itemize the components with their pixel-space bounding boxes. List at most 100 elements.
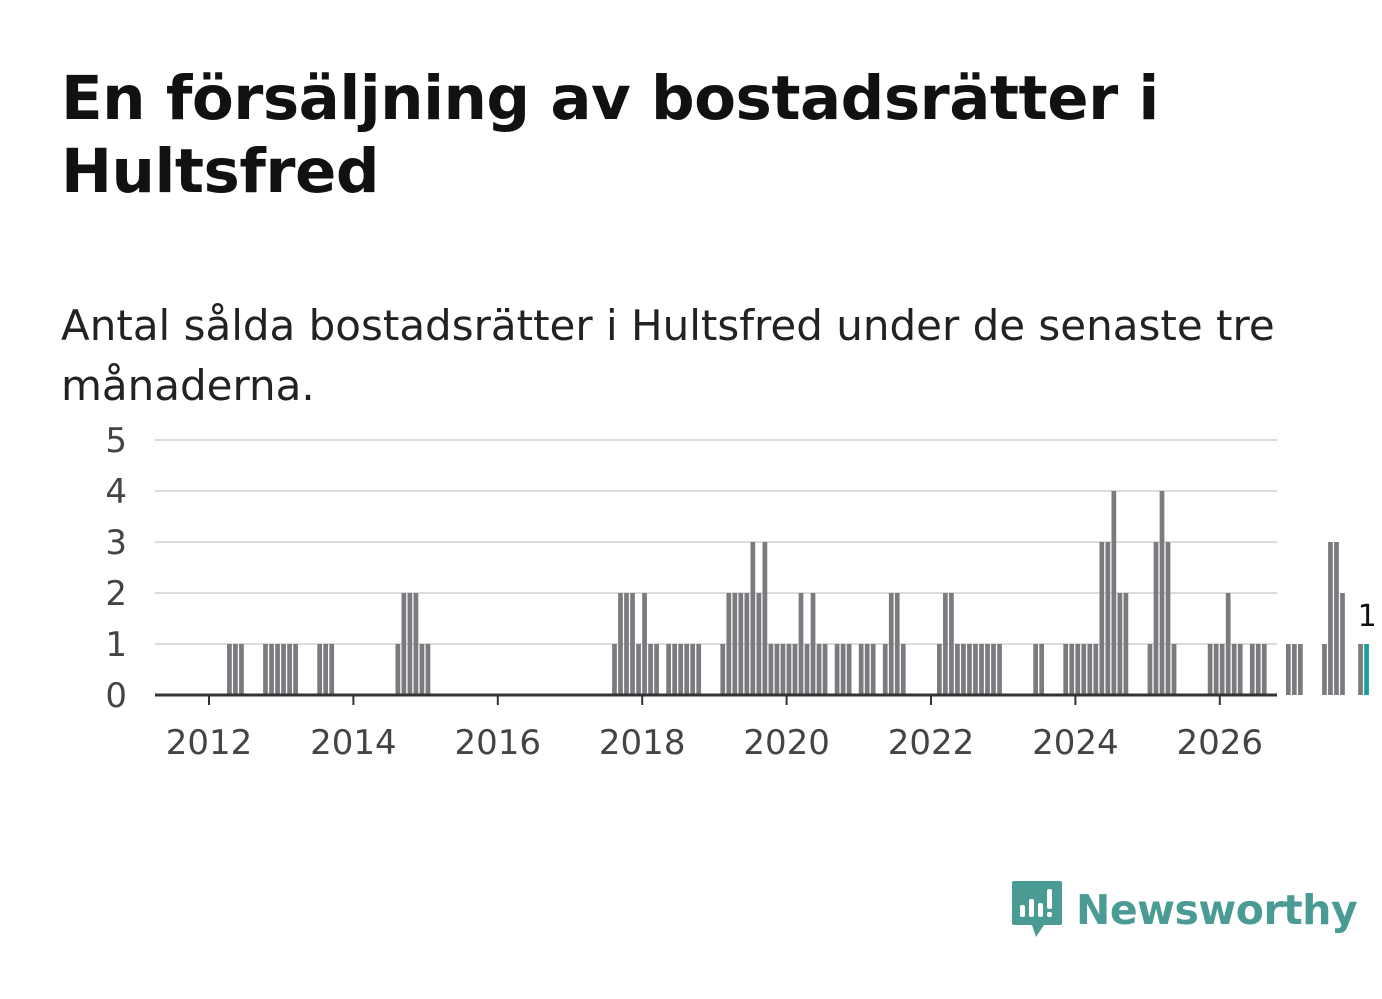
bar [1322, 644, 1327, 695]
chart-title: En försäljning av bostadsrätter i Hultsf… [61, 63, 1159, 207]
bar [1231, 644, 1237, 695]
bar [804, 644, 810, 695]
bar [1075, 644, 1081, 695]
bar [949, 593, 954, 695]
bar [774, 644, 780, 695]
bar [888, 593, 894, 695]
bar [630, 593, 635, 695]
x-tick-label: 2016 [455, 723, 542, 763]
bar [642, 593, 647, 695]
bar [317, 644, 323, 695]
bar [624, 593, 629, 695]
bar [1117, 593, 1123, 695]
bar [287, 644, 292, 695]
y-tick-label: 1 [105, 625, 127, 665]
bar [1063, 644, 1069, 695]
x-tick-label: 2012 [166, 723, 253, 763]
bar [425, 644, 431, 695]
bar [227, 644, 232, 695]
bar [612, 644, 617, 695]
newsworthy-logo: Newsworthy [1010, 878, 1358, 942]
bar [1171, 644, 1177, 695]
bar [810, 593, 816, 695]
bar [1340, 593, 1345, 695]
bar [1147, 644, 1153, 695]
bar [955, 644, 960, 695]
bar [870, 644, 876, 695]
bar [894, 593, 900, 695]
bar [732, 593, 738, 695]
bar [1237, 644, 1243, 695]
bar [1039, 644, 1045, 695]
bar [666, 644, 671, 695]
bar [1261, 644, 1267, 695]
bar [293, 644, 298, 695]
bar [768, 644, 774, 695]
bar [834, 644, 840, 695]
y-tick-label: 3 [105, 523, 127, 563]
bar [690, 644, 696, 695]
bar [1105, 542, 1111, 695]
bar [1099, 542, 1105, 695]
bar [329, 644, 335, 695]
bar [696, 644, 702, 695]
y-tick-label: 0 [105, 676, 127, 716]
bar [937, 644, 942, 695]
bar [1111, 491, 1117, 695]
bar [654, 644, 659, 695]
bar [636, 644, 641, 695]
bar [798, 593, 804, 695]
bar [973, 644, 978, 695]
y-tick-label: 2 [105, 574, 127, 614]
x-tick-label: 2022 [888, 723, 975, 763]
bar [1069, 644, 1075, 695]
bar [233, 644, 238, 695]
bar [1334, 542, 1339, 695]
x-tick-label: 2018 [599, 723, 686, 763]
bar [1255, 644, 1261, 695]
bar [985, 644, 990, 695]
bar [678, 644, 684, 695]
bar [1207, 644, 1213, 695]
bar [269, 644, 274, 695]
brand-name: Newsworthy [1076, 886, 1358, 934]
bar [239, 644, 244, 695]
bar [275, 644, 280, 695]
bar [846, 644, 852, 695]
bar [997, 644, 1002, 695]
bar [1285, 644, 1291, 695]
bar [726, 593, 732, 695]
bar [882, 644, 888, 695]
bar [618, 593, 623, 695]
bar [1213, 644, 1219, 695]
bar [1033, 644, 1038, 695]
bar [900, 644, 906, 695]
bar [943, 593, 948, 695]
bar [738, 593, 744, 695]
bar-latest [1364, 644, 1369, 695]
axes: 0 1 2 3 4 5 2012 2014 2016 2018 2020 2022 2024 2026 [105, 421, 1277, 763]
bar [720, 644, 726, 695]
bar [1087, 644, 1093, 695]
bar [792, 644, 798, 695]
bar [281, 644, 286, 695]
bar [786, 644, 792, 695]
bar [263, 644, 268, 695]
bar [858, 644, 864, 695]
bar [323, 644, 329, 695]
bar [1225, 593, 1231, 695]
newsworthy-logo-icon [1012, 881, 1062, 937]
latest-value-label: 1 [1358, 599, 1377, 634]
bar [401, 593, 407, 695]
x-tick-label: 2014 [310, 723, 397, 763]
bar [864, 644, 870, 695]
bar [1249, 644, 1255, 695]
bar [1093, 644, 1099, 695]
bar [672, 644, 677, 695]
bar [762, 542, 768, 695]
bar [840, 644, 846, 695]
bar [1153, 542, 1159, 695]
bar [744, 593, 750, 695]
bar [822, 644, 828, 695]
